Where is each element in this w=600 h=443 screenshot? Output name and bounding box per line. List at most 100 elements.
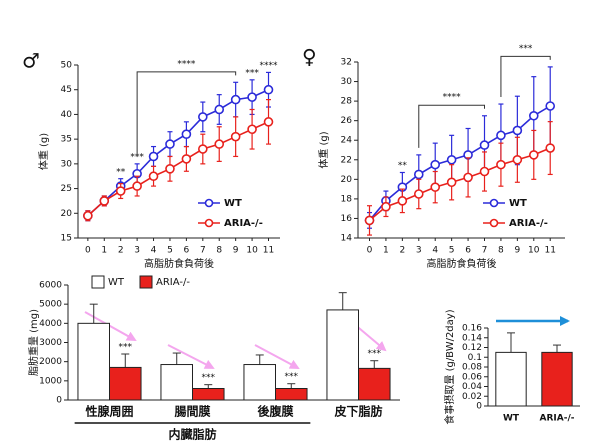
bar [243, 364, 277, 401]
y-tick-label: 26 [341, 116, 353, 126]
point [263, 117, 274, 127]
x-tick-label: 5 [167, 246, 173, 256]
y-tick-label: 0 [56, 396, 62, 406]
significance: *** [285, 372, 299, 382]
point [247, 124, 257, 135]
significance: *** [368, 349, 382, 359]
legend-swatch [139, 275, 153, 289]
legend-marker [489, 218, 499, 228]
y-tick-label: 0.14 [462, 333, 482, 343]
y-tick-label: 2000 [39, 357, 62, 367]
point [413, 169, 424, 180]
legend-label: ARIA-/- [156, 277, 190, 288]
x-tick-label: 9 [233, 246, 239, 256]
legend-label: WT [509, 198, 527, 209]
point [214, 139, 225, 149]
y-tick-label: 0.08 [462, 363, 482, 373]
y-tick-label: 20 [341, 175, 353, 185]
bar [192, 388, 225, 401]
point [148, 171, 159, 182]
x-tick-label: 1 [383, 246, 389, 256]
significance: *** [130, 152, 144, 162]
y-tick-label: 0.04 [462, 382, 482, 392]
y-tick-label: 0.06 [462, 372, 482, 382]
x-tick-label: 0 [367, 246, 373, 256]
x-tick-label: 2 [399, 246, 405, 256]
point [479, 140, 490, 150]
x-tick-label: 3 [134, 246, 140, 256]
y-tick-label: 0.02 [462, 392, 482, 402]
point [230, 131, 241, 142]
significance: **** [260, 61, 279, 71]
point [263, 84, 274, 95]
point [181, 154, 192, 164]
point [413, 189, 424, 199]
x-tick-label: 10 [246, 246, 258, 256]
y-tick-label: 32 [341, 58, 352, 68]
y-tick-label: 5000 [39, 300, 62, 310]
bar [275, 388, 308, 401]
point [512, 154, 523, 165]
y-tick-label: 30 [61, 159, 73, 169]
y-tick-label: 16 [341, 214, 353, 224]
point [165, 139, 175, 149]
series-line [368, 147, 551, 222]
y-tick-label: 30 [341, 77, 353, 87]
x-tick-label: 4 [432, 246, 438, 256]
point [214, 104, 225, 115]
bar [358, 367, 391, 401]
point [496, 159, 506, 170]
point [198, 144, 208, 154]
x-tick-label: 11 [544, 246, 555, 256]
x-tick-label: 8 [498, 246, 504, 256]
x-tick-label: 8 [216, 246, 222, 256]
y-tick-label: 50 [61, 61, 73, 71]
point [430, 182, 441, 192]
x-tick-label: 3 [416, 246, 422, 256]
y-tick-label: 20 [61, 209, 73, 219]
significance: *** [202, 373, 216, 383]
point [430, 159, 441, 170]
point [165, 164, 175, 174]
x-axis-label: 高脂肪食負荷後 [427, 257, 497, 270]
y-axis-label: 脂肪重量 (mg) [27, 309, 40, 376]
x-tick-label: 6 [184, 246, 190, 256]
arrow [167, 344, 215, 369]
point [230, 94, 241, 105]
y-tick-label: 25 [61, 184, 72, 194]
point [479, 166, 490, 177]
x-tick-label: 9 [514, 246, 520, 256]
y-tick-label: 1000 [39, 376, 62, 386]
bar [160, 364, 194, 401]
y-axis-label: 体重 (g) [37, 133, 50, 170]
point [115, 186, 126, 196]
x-tick-label: 7 [482, 246, 488, 256]
point [463, 172, 473, 183]
point [496, 130, 506, 141]
x-tick-label: 4 [151, 246, 157, 256]
point [364, 215, 375, 226]
y-tick-label: 18 [341, 194, 353, 204]
point [83, 210, 93, 221]
x-tick-label: ARIA-/- [540, 414, 575, 424]
x-tick-label: 5 [449, 246, 455, 256]
significance: **** [443, 93, 462, 103]
group-label: 内臓脂肪 [168, 427, 216, 442]
x-tick-label: 6 [465, 246, 471, 256]
x-axis-label: 高脂肪食負荷後 [144, 257, 214, 270]
y-tick-label: 6000 [39, 281, 62, 291]
x-tick-label: 11 [263, 246, 274, 256]
legend-marker [204, 218, 214, 228]
significance: ** [116, 167, 126, 177]
y-tick-label: 24 [341, 136, 353, 146]
y-tick-label: 4000 [39, 319, 62, 329]
legend-marker [204, 198, 214, 208]
y-tick-label: 40 [61, 110, 73, 120]
y-tick-label: 22 [341, 155, 352, 165]
x-tick-label: WT [503, 414, 520, 424]
y-axis-label: 体重 (g) [317, 131, 330, 168]
legend-label: ARIA-/- [509, 218, 548, 229]
x-tick-label: 性腺周囲 [84, 404, 133, 419]
y-tick-label: 45 [61, 85, 72, 95]
